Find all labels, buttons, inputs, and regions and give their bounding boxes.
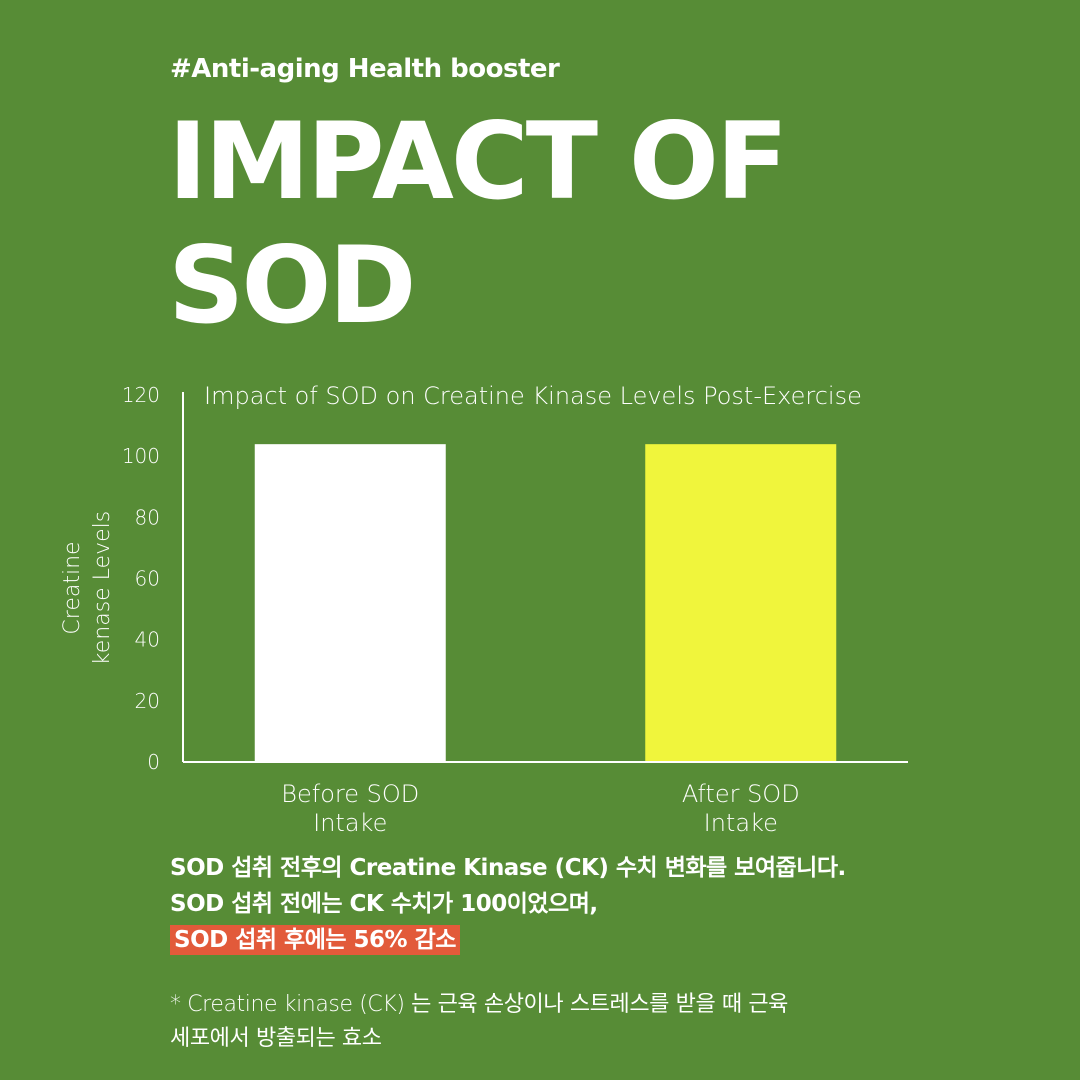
y-axis-label-line-2: kenase Levels (90, 511, 115, 665)
x-tick-label: Intake (313, 809, 387, 837)
y-tick-label: 80 (135, 505, 160, 529)
y-tick-label: 40 (135, 628, 160, 652)
y-tick-label: 20 (135, 689, 160, 713)
description: SOD 섭취 전후의 Creatine Kinase (CK) 수치 변화를 보… (170, 850, 846, 958)
title-line-1: IMPACT OF (168, 100, 788, 223)
y-axis-label-line-1: Creatine (60, 541, 85, 634)
title-line-2: SOD (168, 224, 416, 347)
description-line-1: SOD 섭취 전후의 Creatine Kinase (CK) 수치 변화를 보… (170, 855, 846, 881)
y-tick-label: 100 (122, 444, 160, 468)
y-tick-label: 0 (147, 750, 160, 774)
y-tick-label: 60 (135, 567, 160, 591)
x-tick-label: Before SOD (281, 780, 419, 808)
bar-before (254, 444, 446, 762)
chart-title: Impact of SOD on Creatine Kinase Levels … (204, 382, 862, 410)
footnote-line-1: * Creatine kinase (CK) 는 근육 손상이나 스트레스를 받… (170, 992, 788, 1017)
footnote: * Creatine kinase (CK) 는 근육 손상이나 스트레스를 받… (170, 988, 788, 1056)
y-axis-label: Creatine kenase Levels (60, 511, 115, 665)
x-tick-label: Intake (704, 809, 778, 837)
bar-chart: Impact of SOD on Creatine Kinase Levels … (60, 382, 908, 837)
y-tick-label: 120 (122, 383, 160, 407)
tagline: #Anti-aging Health booster (170, 54, 560, 84)
description-line-2: SOD 섭취 전에는 CK 수치가 100이었으며, (170, 891, 598, 917)
description-highlight: SOD 섭취 후에는 56% 감소 (170, 925, 460, 955)
page-title: IMPACT OF SOD (168, 100, 788, 348)
footnote-line-2: 세포에서 방출되는 효소 (170, 1026, 382, 1051)
bar-after (645, 444, 837, 762)
x-tick-label: After SOD (682, 780, 800, 808)
